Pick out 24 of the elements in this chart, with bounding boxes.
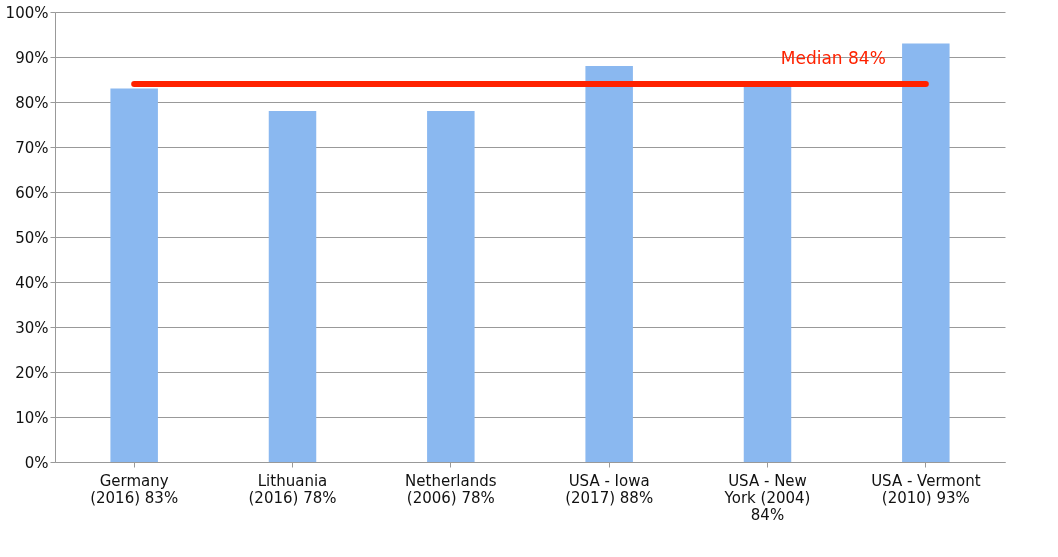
bar: [427, 111, 475, 462]
x-tick-label: Netherlands (2006) 78%: [405, 471, 497, 507]
y-tick-label: 30%: [15, 318, 49, 337]
y-tick-label: 0%: [24, 453, 49, 472]
y-tick-label: 100%: [5, 3, 49, 22]
x-tick-label: USA - Iowa (2017) 88%: [565, 471, 654, 507]
bar: [743, 84, 792, 462]
y-tick-label: 10%: [15, 408, 49, 427]
bar: [902, 43, 950, 462]
x-tick-label: Lithuania (2016) 78%: [248, 471, 337, 507]
x-tick-label: Germany (2016) 83%: [90, 471, 179, 507]
x-tick-label: USA - Vermont (2010) 93%: [871, 471, 981, 507]
bar: [585, 66, 633, 462]
y-tick-label: 50%: [15, 228, 49, 247]
y-tick-label: 70%: [15, 138, 49, 157]
y-tick-label: 90%: [15, 48, 49, 67]
ref-line-label: Median 84%: [780, 48, 886, 68]
y-tick-label: 40%: [15, 273, 49, 292]
bar: [110, 88, 158, 462]
x-tick-label: USA - New York (2004) 84%: [723, 471, 811, 524]
bar: [268, 111, 317, 462]
y-tick-label: 20%: [15, 363, 49, 382]
y-tick-label: 80%: [15, 93, 49, 112]
y-tick-label: 60%: [15, 183, 49, 202]
